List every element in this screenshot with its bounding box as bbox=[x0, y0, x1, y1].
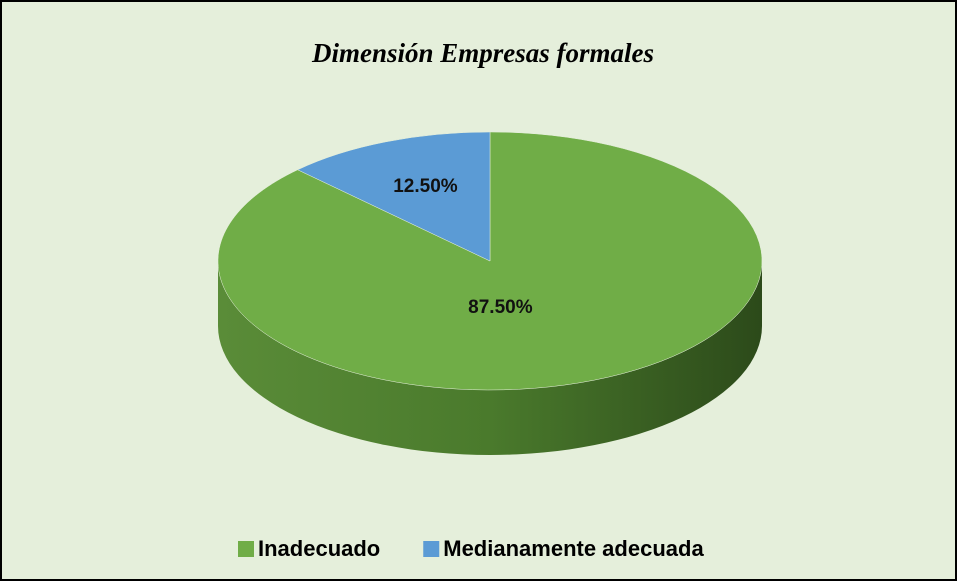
legend-swatch bbox=[423, 541, 440, 557]
legend-label: Medianamente adecuada bbox=[443, 536, 704, 561]
pie-slice bbox=[297, 131, 491, 262]
legend-swatch bbox=[238, 541, 254, 557]
pie-side bbox=[218, 261, 762, 455]
legend-label: Inadecuado bbox=[258, 536, 380, 561]
data-label: 12.50% bbox=[393, 176, 458, 197]
data-label: 87.50% bbox=[468, 297, 533, 318]
chart-title: Dimensión Empresas formales bbox=[311, 38, 654, 68]
